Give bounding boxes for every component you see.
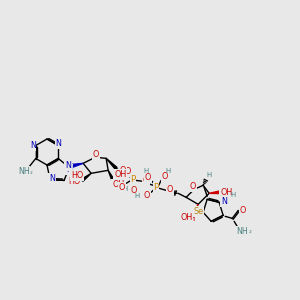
- Text: O: O: [190, 182, 196, 191]
- Text: H: H: [206, 172, 212, 178]
- Text: O: O: [119, 183, 125, 192]
- Polygon shape: [209, 191, 219, 194]
- Text: ₂: ₂: [249, 228, 252, 234]
- Text: O: O: [240, 206, 246, 215]
- Polygon shape: [81, 173, 91, 181]
- Polygon shape: [70, 163, 83, 168]
- Text: H: H: [143, 168, 149, 174]
- Text: N: N: [49, 174, 55, 183]
- Text: HO: HO: [71, 171, 83, 180]
- Text: H: H: [134, 193, 140, 199]
- Text: P: P: [154, 183, 159, 192]
- Text: O: O: [167, 185, 173, 194]
- Polygon shape: [108, 170, 114, 181]
- Text: N: N: [221, 197, 227, 206]
- Text: O: O: [162, 172, 168, 181]
- Text: N: N: [65, 161, 71, 170]
- Text: O: O: [145, 173, 151, 182]
- Polygon shape: [193, 204, 198, 215]
- Text: OH: OH: [183, 214, 195, 223]
- Text: H: H: [166, 168, 171, 174]
- Text: O: O: [143, 176, 149, 185]
- Text: O: O: [120, 166, 126, 175]
- Text: O: O: [131, 186, 137, 195]
- Text: H: H: [230, 192, 236, 198]
- Text: O: O: [125, 167, 131, 176]
- Text: OH: OH: [114, 170, 126, 179]
- Text: H: H: [122, 186, 128, 192]
- Text: ₂: ₂: [29, 169, 32, 175]
- Polygon shape: [106, 158, 117, 169]
- Text: OH: OH: [180, 213, 192, 222]
- Text: N: N: [66, 165, 72, 174]
- Text: P: P: [130, 175, 136, 184]
- Text: Se: Se: [193, 207, 203, 216]
- Text: N: N: [55, 139, 61, 148]
- Text: N: N: [30, 141, 36, 150]
- Text: O: O: [144, 191, 150, 200]
- Text: HO: HO: [68, 177, 80, 186]
- Text: NH: NH: [18, 167, 30, 176]
- Text: NH: NH: [236, 227, 248, 236]
- Text: OH: OH: [220, 188, 232, 197]
- Text: O: O: [93, 150, 99, 159]
- Text: OH: OH: [112, 180, 124, 189]
